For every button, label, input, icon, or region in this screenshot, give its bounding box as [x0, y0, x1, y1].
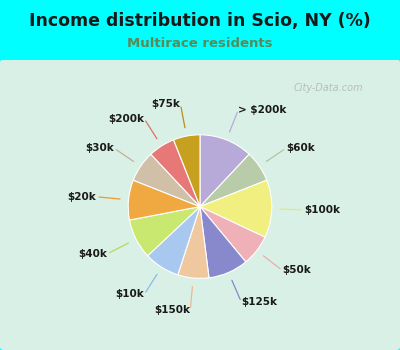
Wedge shape: [148, 206, 200, 275]
Text: > $200k: > $200k: [238, 105, 287, 115]
Wedge shape: [200, 206, 265, 262]
Wedge shape: [174, 135, 200, 206]
Text: $30k: $30k: [85, 143, 114, 153]
Text: $60k: $60k: [286, 143, 315, 153]
Text: $200k: $200k: [108, 114, 144, 124]
Wedge shape: [200, 154, 267, 206]
Wedge shape: [133, 154, 200, 206]
Text: City-Data.com: City-Data.com: [293, 83, 363, 93]
Text: $50k: $50k: [282, 265, 311, 275]
Text: $20k: $20k: [68, 192, 96, 202]
Wedge shape: [200, 180, 272, 237]
Text: $100k: $100k: [304, 205, 340, 215]
Wedge shape: [200, 206, 246, 278]
Text: $40k: $40k: [78, 249, 107, 259]
FancyBboxPatch shape: [0, 60, 400, 350]
Text: $125k: $125k: [241, 297, 277, 307]
Wedge shape: [178, 206, 209, 278]
Wedge shape: [200, 135, 249, 206]
Wedge shape: [130, 206, 200, 256]
Text: $75k: $75k: [152, 99, 180, 109]
Text: $10k: $10k: [116, 289, 144, 300]
Wedge shape: [151, 140, 200, 206]
Text: Multirace residents: Multirace residents: [127, 37, 273, 50]
Text: $150k: $150k: [154, 305, 190, 315]
Text: Income distribution in Scio, NY (%): Income distribution in Scio, NY (%): [29, 12, 371, 30]
Wedge shape: [128, 180, 200, 220]
